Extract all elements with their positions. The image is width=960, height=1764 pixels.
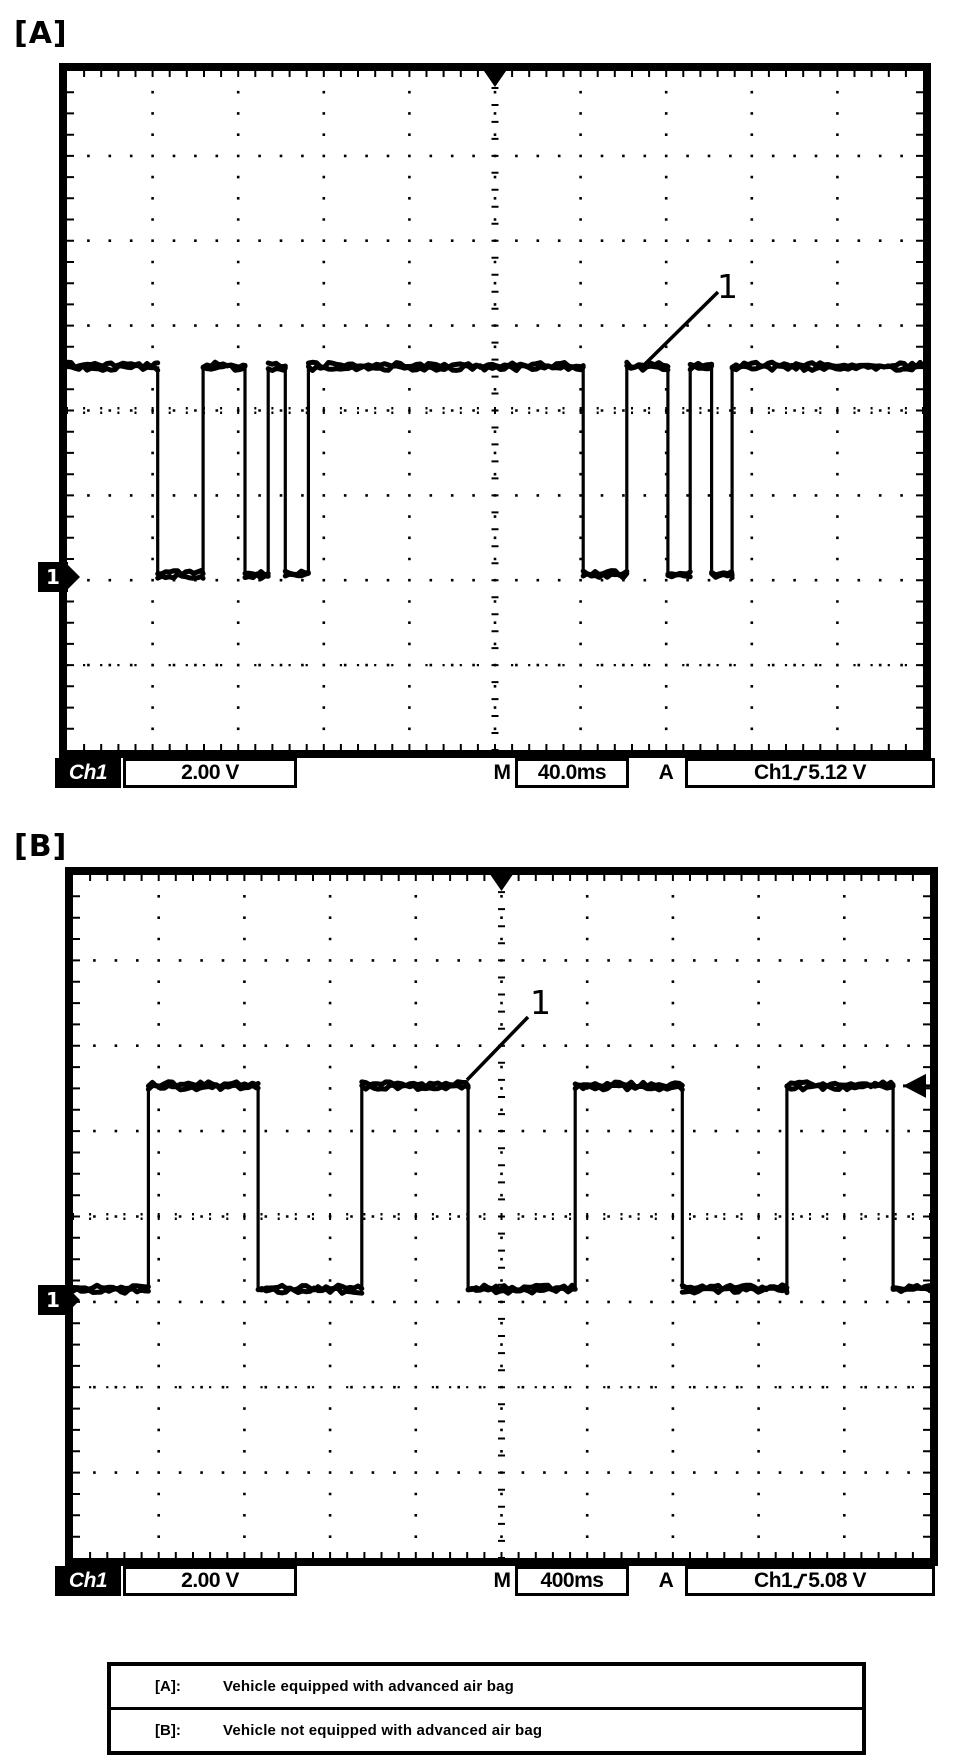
- timebase-prefix: M: [493, 761, 512, 784]
- trigger-readout: Ch1 5.12 V: [685, 758, 935, 788]
- figure-label-a: [A]: [14, 16, 68, 51]
- channel-badge: Ch1: [55, 1566, 121, 1596]
- figure-label-b: [B]: [14, 829, 68, 864]
- callout-line: [465, 1015, 530, 1082]
- waveform-edges: [146, 1085, 895, 1290]
- scope-b-graticule-and-waveform: 1: [73, 875, 930, 1558]
- callout-line: [643, 290, 720, 366]
- timebase-readout: 400ms: [515, 1566, 629, 1596]
- legend-row-b: [B]: Vehicle not equipped with advanced …: [111, 1710, 862, 1751]
- trigger-source: Ch1: [754, 761, 793, 784]
- timebase-prefix: M: [493, 1569, 512, 1592]
- callout-label: 1: [717, 267, 738, 306]
- channel-marker-label: 1: [46, 565, 60, 589]
- legend-table: [A]: Vehicle equipped with advanced air …: [107, 1662, 866, 1755]
- trigger-mode-prefix: A: [658, 761, 674, 784]
- waveform-edges: [156, 366, 734, 575]
- trigger-position-marker: [490, 875, 513, 891]
- trigger-position-marker: [484, 71, 506, 87]
- rising-edge-icon: [793, 765, 808, 781]
- channel1-ground-marker-a: 1: [38, 562, 80, 592]
- channel-badge: Ch1: [55, 758, 121, 788]
- waveform-trace: [67, 359, 923, 581]
- callout-label: 1: [530, 983, 551, 1022]
- center-axis-ticks: [73, 875, 930, 1558]
- legend-text: Vehicle not equipped with advanced air b…: [223, 1722, 543, 1739]
- trigger-level: 5.08 V: [808, 1569, 866, 1592]
- timebase-readout: 40.0ms: [515, 758, 629, 788]
- channel1-ground-marker-b: 1: [38, 1285, 80, 1315]
- trigger-readout: Ch1 5.08 V: [685, 1566, 935, 1596]
- trigger-mode-prefix: A: [658, 1569, 674, 1592]
- scope-a-status-bar: Ch1 2.00 V M 40.0ms A Ch1 5.12 V: [55, 758, 935, 790]
- volts-per-div-readout: 2.00 V: [123, 758, 297, 788]
- legend-row-a: [A]: Vehicle equipped with advanced air …: [111, 1666, 862, 1710]
- waveform-trace: [73, 1079, 930, 1296]
- trigger-level-arrow-stub: [903, 1084, 930, 1088]
- trigger-source: Ch1: [754, 1569, 793, 1592]
- scope-b-status-bar: Ch1 2.00 V M 400ms A Ch1 5.08 V: [55, 1566, 935, 1598]
- legend-key: [B]:: [155, 1722, 181, 1739]
- channel-marker-label: 1: [46, 1288, 60, 1312]
- center-axis-ticks: [67, 71, 923, 750]
- volts-per-div-readout: 2.00 V: [123, 1566, 297, 1596]
- oscilloscope-screen-b: 1: [65, 867, 938, 1566]
- legend-key: [A]:: [155, 1678, 181, 1695]
- scope-a-graticule-and-waveform: 1: [67, 71, 923, 750]
- oscilloscope-screen-a: 1: [59, 63, 931, 758]
- rising-edge-icon: [793, 1573, 808, 1589]
- legend-text: Vehicle equipped with advanced air bag: [223, 1678, 515, 1695]
- trigger-level: 5.12 V: [808, 761, 866, 784]
